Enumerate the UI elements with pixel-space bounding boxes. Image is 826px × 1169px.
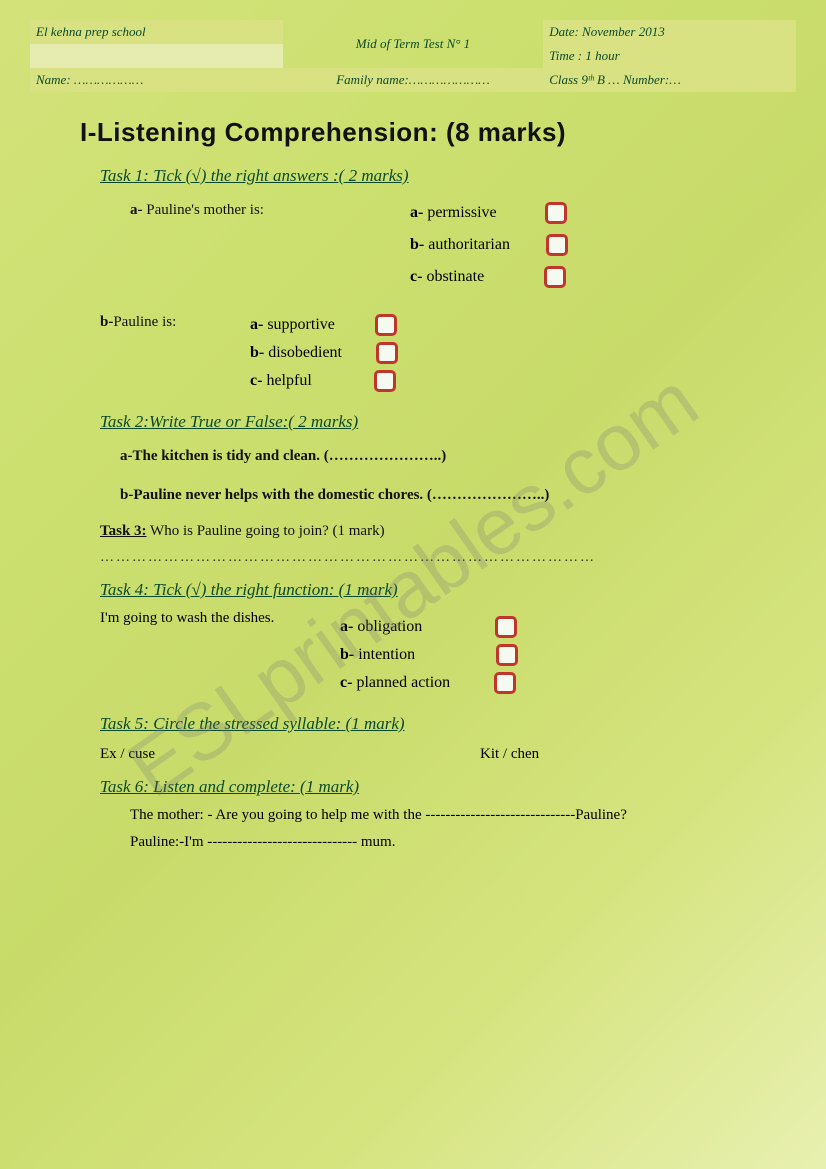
task5-line: Ex / cuse Kit / chen [100,746,796,763]
task2-title: Task 2:Write True or False:( 2 marks) [100,412,796,432]
task3-title: Task 3: Who is Pauline going to join? (1… [100,523,796,540]
task3-answer-line: ………………………………………………………………………………… [100,550,796,566]
checkbox-icon[interactable] [544,266,566,288]
checkbox-icon[interactable] [495,616,517,638]
task5-word1: Ex / cuse [100,746,480,763]
task6-title: Task 6: Listen and complete: (1 mark) [100,777,796,797]
task4-title: Task 4: Tick (√) the right function: (1 … [100,580,796,600]
task1-qa-opt-c: c- obstinate [410,266,568,288]
task4-opt-b: b- intention [340,644,518,666]
task1-qb-opt-c: c- helpful [250,370,398,392]
task1-qb: b-Pauline is: a- supportive b- disobedie… [100,308,796,398]
task1-qa-label: a- [130,202,143,218]
checkbox-icon[interactable] [374,370,396,392]
task1-qa-opt-a: a- permissive [410,202,568,224]
task6-line1: The mother: - Are you going to help me w… [130,807,796,824]
task1-qa-opt-b: b- authoritarian [410,234,568,256]
task2-a: a-The kitchen is tidy and clean. (………………… [120,442,796,471]
task1-qb-text: Pauline is: [113,314,176,330]
date-label: Date: November 2013 [543,20,796,44]
task4-block: I'm going to wash the dishes. a- obligat… [100,610,796,700]
checkbox-icon[interactable] [375,314,397,336]
task4-opt-c: c- planned action [340,672,518,694]
family-name-label: Family name:………………… [283,68,543,92]
task2-b: b-Pauline never helps with the domestic … [120,481,796,510]
class-label: Class 9ᵗʰ B … Number:… [543,68,796,92]
task1-qb-opt-b: b- disobedient [250,342,398,364]
time-label: Time : 1 hour [543,44,796,68]
test-title: Mid of Term Test N° 1 [283,20,543,68]
task4-prompt: I'm going to wash the dishes. [100,610,340,627]
task6-line2: Pauline:-I'm ---------------------------… [130,834,796,851]
task1-qb-opt-a: a- supportive [250,314,398,336]
task1-qb-label: b- [100,314,113,330]
checkbox-icon[interactable] [496,644,518,666]
task1-qa: a- Pauline's mother is: a- permissive b-… [130,196,796,298]
name-label: Name: ……………… [30,68,283,92]
task1-qa-text: Pauline's mother is: [143,202,264,218]
checkbox-icon[interactable] [376,342,398,364]
task1-title: Task 1: Tick (√) the right answers :( 2 … [100,166,796,186]
section-title: I-Listening Comprehension: (8 marks) [80,117,796,148]
empty-cell-left [30,44,283,68]
header-table: El kehna prep school Mid of Term Test N°… [30,20,796,92]
task5-word2: Kit / chen [480,746,539,763]
task5-title: Task 5: Circle the stressed syllable: (1… [100,714,796,734]
checkbox-icon[interactable] [546,234,568,256]
checkbox-icon[interactable] [494,672,516,694]
task4-opt-a: a- obligation [340,616,518,638]
school-name: El kehna prep school [30,20,283,44]
checkbox-icon[interactable] [545,202,567,224]
